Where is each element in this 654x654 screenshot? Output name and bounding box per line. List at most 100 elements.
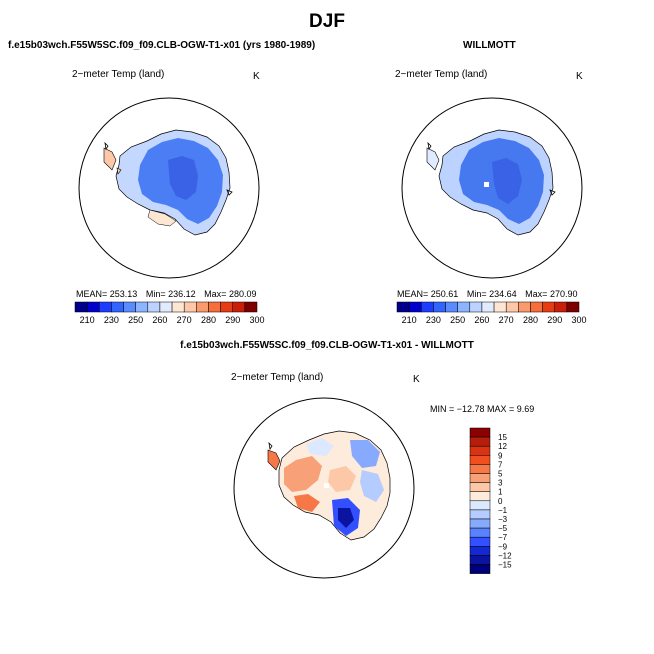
diff-cool-east bbox=[360, 470, 384, 502]
season-title: DJF bbox=[309, 11, 345, 32]
diff-colorbar-tick: 0 bbox=[498, 497, 503, 506]
case-map-panel: 2−meter Temp (land) K MEAN= 253.13 Min= … bbox=[72, 69, 265, 325]
case-panel-header: f.e15b03wch.F55W5SC.f09_f09.CLB-OGW-T1-x… bbox=[8, 40, 316, 51]
diff-units-label: K bbox=[413, 374, 420, 385]
case-mean-label: MEAN= bbox=[76, 289, 107, 299]
case-colorbar-swatch bbox=[183, 301, 197, 313]
diff-panel-header: f.e15b03wch.F55W5SC.f09_f09.CLB-OGW-T1-x… bbox=[180, 340, 474, 351]
obs-colorbar-swatch bbox=[481, 301, 495, 313]
obs-colorbar-swatch bbox=[396, 301, 410, 313]
diff-colorbar-tick: 9 bbox=[498, 451, 503, 460]
case-colorbar-swatch bbox=[208, 301, 221, 313]
obs-colorbar: 210 230 250 260 270 280 290 300 bbox=[396, 301, 587, 325]
diff-colorbar-tick: 3 bbox=[498, 479, 503, 488]
diff-colorbar-swatch bbox=[469, 427, 491, 438]
diff-colorbar-swatch bbox=[469, 445, 491, 456]
case-colorbar-swatch bbox=[147, 301, 161, 313]
obs-mean-label: MEAN= bbox=[397, 289, 428, 299]
obs-colorbar-tick: 250 bbox=[450, 315, 465, 325]
case-colorbar-tick: 290 bbox=[225, 315, 240, 325]
case-colorbar-tick: 280 bbox=[201, 315, 216, 325]
diff-colorbar-swatch bbox=[469, 546, 491, 556]
obs-plateau-core bbox=[492, 158, 522, 204]
obs-max-label: Max= bbox=[525, 289, 547, 299]
diff-cold-north bbox=[350, 440, 380, 468]
diff-colorbar-tick: −15 bbox=[498, 561, 512, 570]
case-antarctica-field bbox=[103, 129, 233, 236]
case-colorbar-tick: 210 bbox=[80, 315, 95, 325]
case-max-value: 280.09 bbox=[229, 289, 257, 299]
case-units-label: K bbox=[253, 71, 260, 82]
diff-colorbar-swatch bbox=[469, 564, 491, 574]
obs-colorbar-swatch bbox=[505, 301, 519, 313]
diff-colorbar-swatch bbox=[469, 491, 491, 502]
case-peninsula bbox=[103, 147, 117, 171]
obs-colorbar-swatch bbox=[566, 301, 580, 313]
diff-colorbar-swatch bbox=[469, 555, 491, 565]
case-colorbar-swatch bbox=[220, 301, 233, 313]
obs-colorbar-tick: 270 bbox=[499, 315, 514, 325]
case-colorbar-swatch bbox=[244, 301, 258, 313]
diff-colorbar-tick: −1 bbox=[498, 506, 508, 515]
diff-colorbar-tick: 12 bbox=[498, 442, 507, 451]
diff-colorbar-swatch bbox=[469, 473, 491, 483]
diff-colorbar-swatch bbox=[469, 536, 491, 547]
obs-colorbar-swatch bbox=[457, 301, 471, 313]
case-colorbar-tick: 250 bbox=[128, 315, 143, 325]
diff-colorbar-tick: −7 bbox=[498, 533, 508, 542]
diff-colorbar-tick: 1 bbox=[498, 488, 503, 497]
case-plateau-core bbox=[168, 156, 198, 200]
case-stats-line: MEAN= 253.13 Min= 236.12 Max= 280.09 bbox=[76, 289, 256, 299]
diff-warm-ross bbox=[294, 494, 320, 512]
obs-map-panel: 2−meter Temp (land) K MEAN= 250.61 Min= … bbox=[395, 69, 587, 325]
case-min-value: 236.12 bbox=[168, 289, 196, 299]
diff-colorbar-tick: 5 bbox=[498, 470, 503, 479]
obs-colorbar-tick: 260 bbox=[474, 315, 489, 325]
diff-island-a bbox=[268, 441, 273, 451]
obs-colorbar-swatch bbox=[530, 301, 543, 313]
obs-missing-cell bbox=[484, 182, 489, 187]
case-min-label: Min= bbox=[146, 289, 166, 299]
obs-colorbar-swatch bbox=[421, 301, 434, 313]
case-colorbar-tick: 260 bbox=[152, 315, 167, 325]
obs-colorbar-tick: 280 bbox=[523, 315, 538, 325]
case-colorbar-swatch bbox=[123, 301, 136, 313]
obs-island-c bbox=[549, 189, 556, 196]
case-colorbar-tick: 300 bbox=[249, 315, 264, 325]
obs-colorbar-swatch bbox=[408, 301, 422, 313]
case-variable-label: 2−meter Temp (land) bbox=[72, 69, 164, 80]
case-max-label: Max= bbox=[204, 289, 226, 299]
obs-panel-header: WILLMOTT bbox=[463, 40, 516, 51]
obs-colorbar-swatch bbox=[554, 301, 568, 313]
case-colorbar-swatch bbox=[111, 301, 124, 313]
case-colorbar-tick: 270 bbox=[177, 315, 192, 325]
diff-variable-label: 2−meter Temp (land) bbox=[231, 372, 323, 383]
case-colorbar-swatch bbox=[99, 301, 112, 313]
diff-colorbar-tick: −5 bbox=[498, 524, 508, 533]
obs-colorbar-tick: 290 bbox=[547, 315, 562, 325]
diff-colorbar-swatch bbox=[469, 482, 491, 492]
diff-colorbar-tick: 15 bbox=[498, 433, 507, 442]
obs-colorbar-tick: 210 bbox=[402, 315, 417, 325]
diff-cool-patch bbox=[306, 438, 334, 456]
obs-colorbar-swatch bbox=[518, 301, 531, 313]
diff-cold-core bbox=[338, 508, 354, 528]
case-colorbar-swatch bbox=[135, 301, 149, 313]
diff-colorbar-swatch bbox=[469, 464, 491, 474]
obs-colorbar-swatch bbox=[542, 301, 555, 313]
case-mean-value: 253.13 bbox=[110, 289, 138, 299]
diff-missing-cell bbox=[324, 483, 329, 488]
diff-colorbar-tick: 7 bbox=[498, 460, 503, 469]
diff-colorbar-swatch bbox=[469, 518, 491, 529]
diff-warm-center bbox=[328, 466, 356, 492]
case-colorbar-swatch bbox=[171, 301, 185, 313]
case-island-c bbox=[226, 189, 233, 196]
obs-island-a bbox=[427, 141, 432, 151]
diff-colorbar-tick: −12 bbox=[498, 551, 512, 560]
obs-min-value: 234.64 bbox=[489, 289, 517, 299]
obs-antarctica-field bbox=[426, 129, 556, 236]
obs-colorbar-tick: 300 bbox=[571, 315, 586, 325]
case-colorbar-swatch bbox=[196, 301, 209, 313]
obs-colorbar-swatch bbox=[469, 301, 483, 313]
